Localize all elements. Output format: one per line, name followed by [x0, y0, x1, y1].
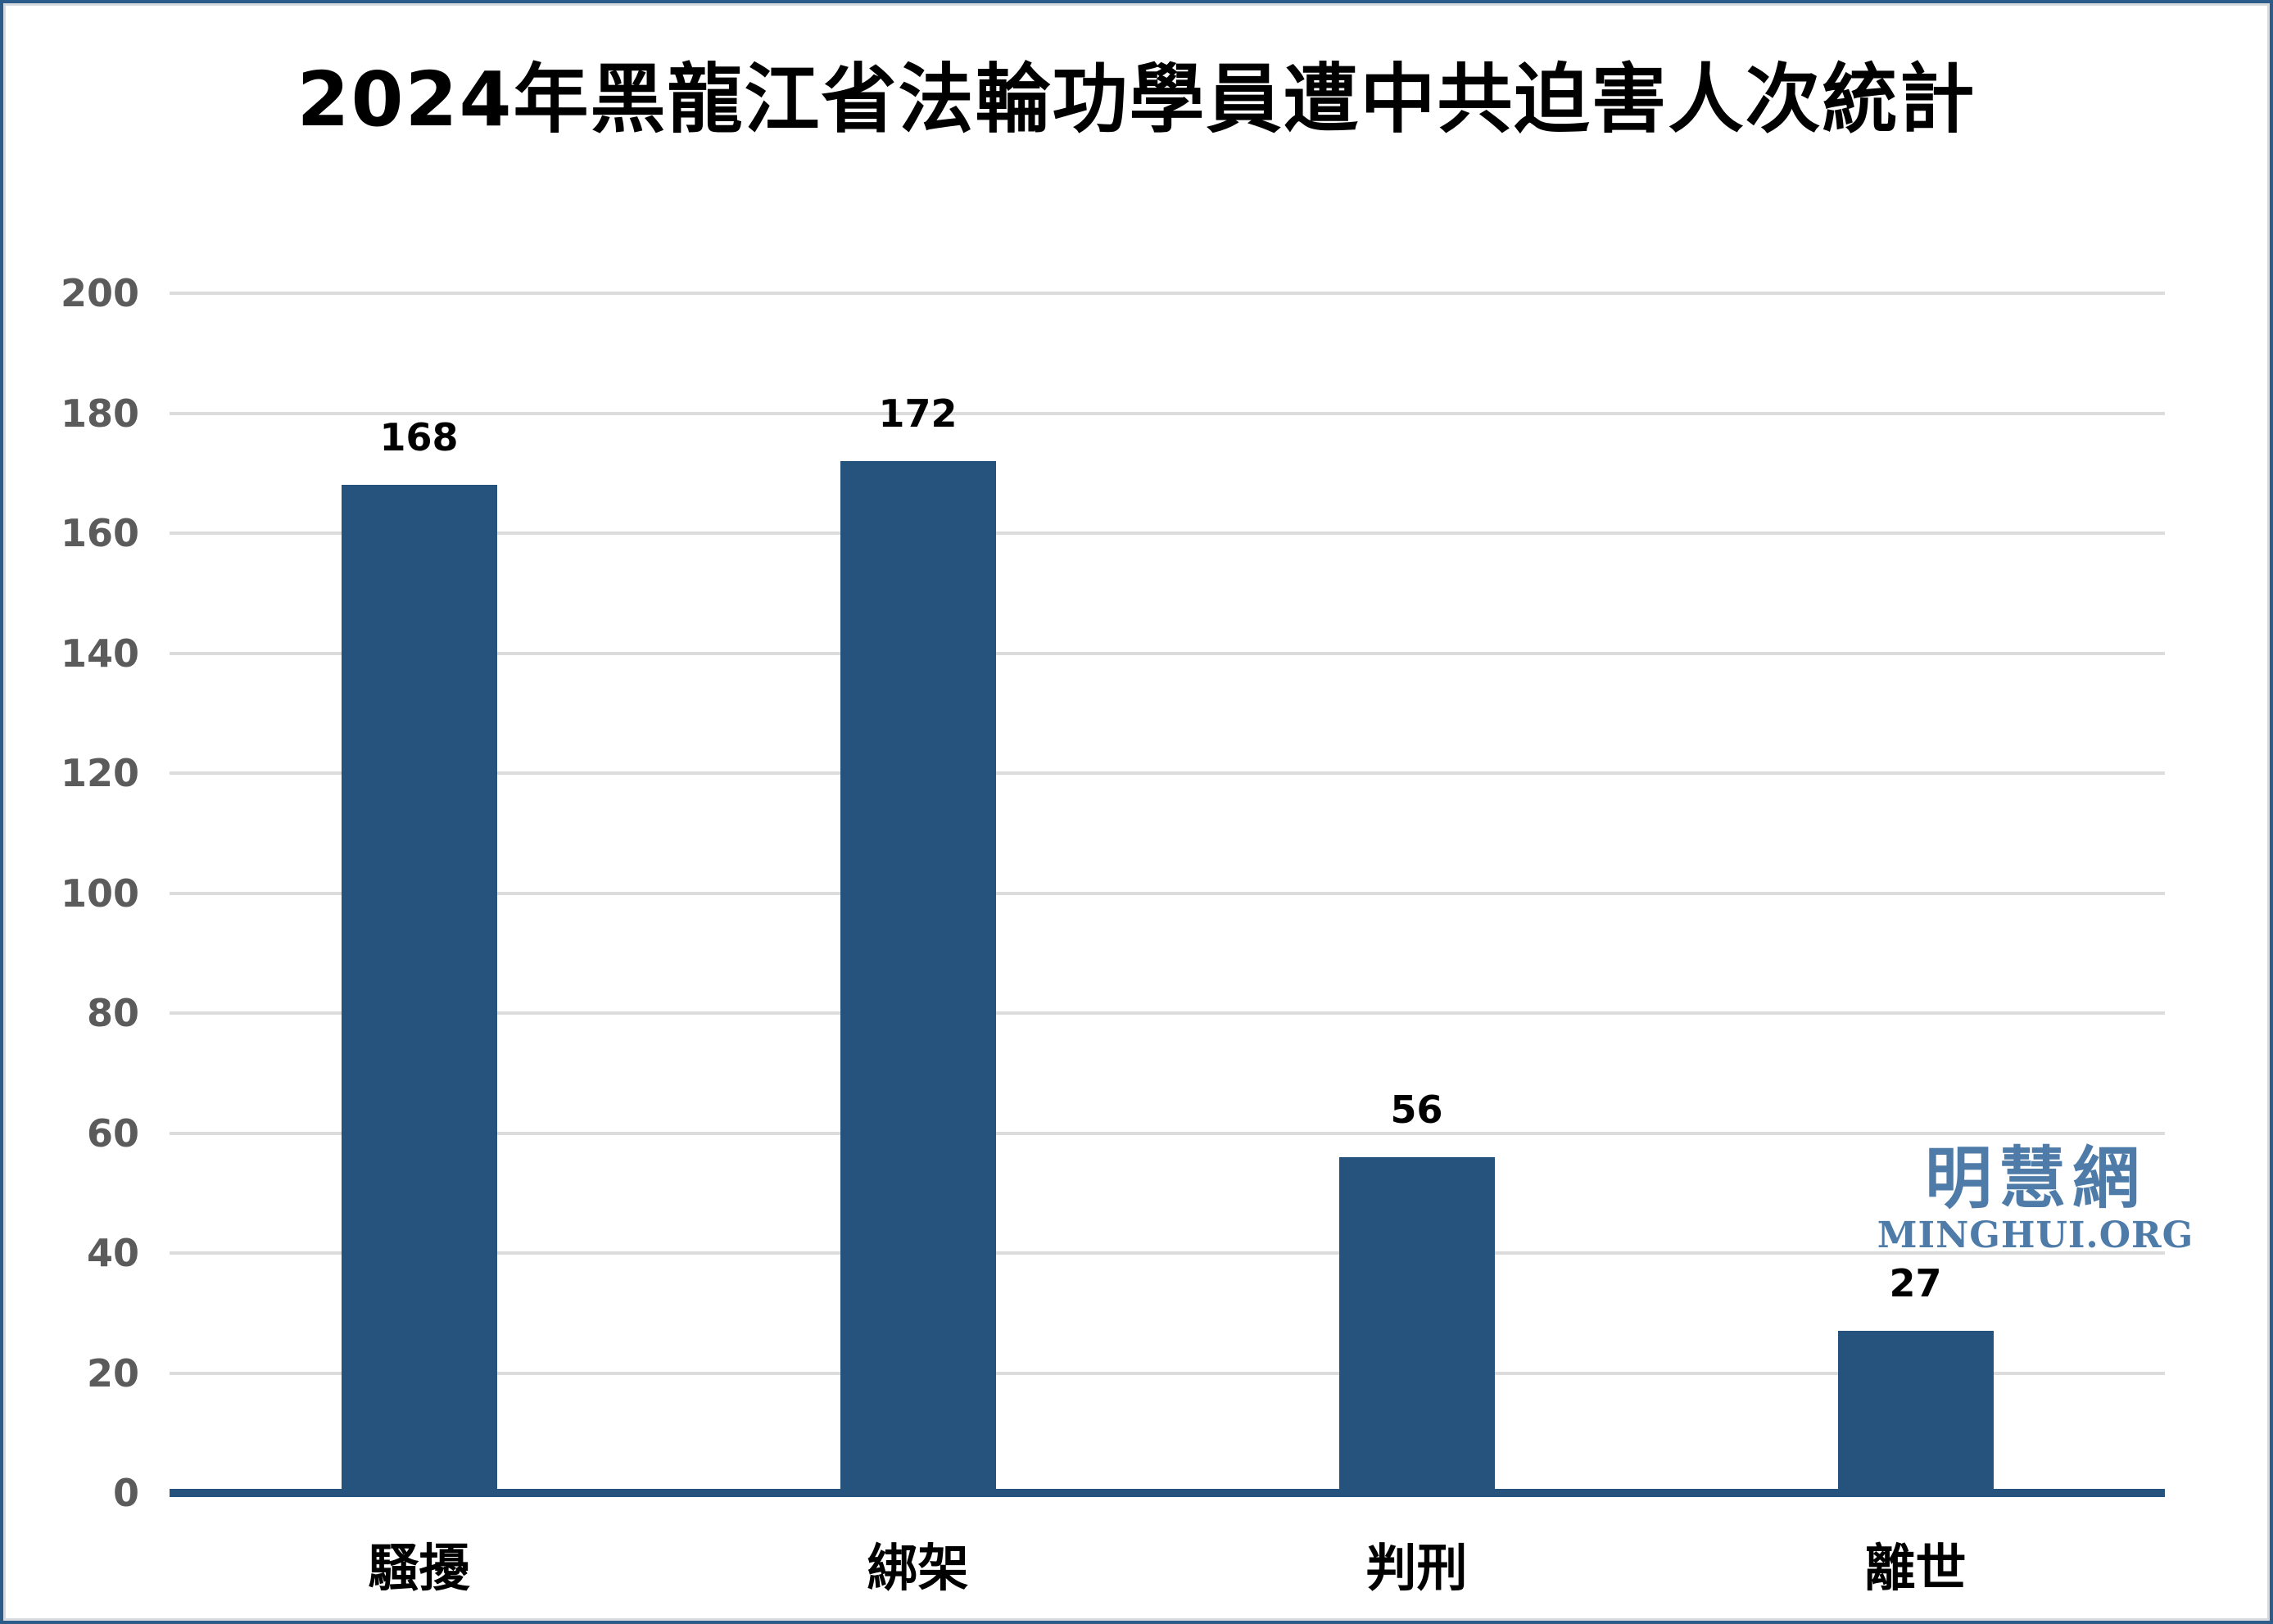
y-axis-tick-label: 60 — [86, 1111, 139, 1156]
y-gridline — [170, 1371, 2165, 1375]
y-gridline — [170, 411, 2165, 415]
chart-title: 2024年黑龍江省法輪功學員遭中共迫害人次統計 — [297, 56, 1976, 143]
y-axis-tick-label: 100 — [60, 871, 139, 916]
bar-value-label: 27 — [1889, 1261, 1942, 1306]
y-axis-tick-label: 80 — [86, 991, 139, 1035]
y-axis-tick-label: 180 — [60, 391, 139, 436]
x-category-label: 判刑 — [1365, 1538, 1468, 1598]
y-axis-tick-label: 120 — [60, 751, 139, 795]
x-category-label: 綁架 — [867, 1538, 969, 1598]
y-gridline — [170, 1131, 2165, 1135]
bar-判刑 — [1338, 1156, 1495, 1493]
bar-value-label: 56 — [1390, 1087, 1443, 1132]
y-axis-tick-label: 200 — [60, 271, 139, 315]
bar-value-label: 168 — [379, 415, 459, 460]
x-axis-line — [170, 1489, 2165, 1497]
minghui-watermark: 明慧網 MINGHUI.ORG — [1876, 1143, 2195, 1256]
bar-騷擾 — [341, 485, 497, 1493]
y-axis-tick-label: 160 — [60, 511, 139, 555]
y-axis-tick-label: 140 — [60, 631, 139, 676]
y-gridline — [170, 1251, 2165, 1255]
y-axis-tick-label: 0 — [112, 1471, 139, 1515]
y-gridline — [170, 292, 2165, 295]
y-gridline — [170, 651, 2165, 655]
y-gridline — [170, 771, 2165, 775]
watermark-chinese-logo: 明慧網 — [1924, 1140, 2146, 1218]
bar-綁架 — [840, 461, 996, 1493]
watermark-domain-text: MINGHUI.ORG — [1877, 1215, 2194, 1256]
x-category-label: 騷擾 — [368, 1538, 470, 1598]
y-gridline — [170, 891, 2165, 895]
x-category-label: 離世 — [1864, 1538, 1967, 1598]
y-gridline — [170, 1011, 2165, 1015]
y-axis-tick-label: 40 — [86, 1231, 139, 1275]
y-gridline — [170, 532, 2165, 535]
bar-離世 — [1837, 1331, 1994, 1493]
y-axis-tick-label: 20 — [86, 1350, 139, 1396]
bar-value-label: 172 — [878, 391, 958, 437]
